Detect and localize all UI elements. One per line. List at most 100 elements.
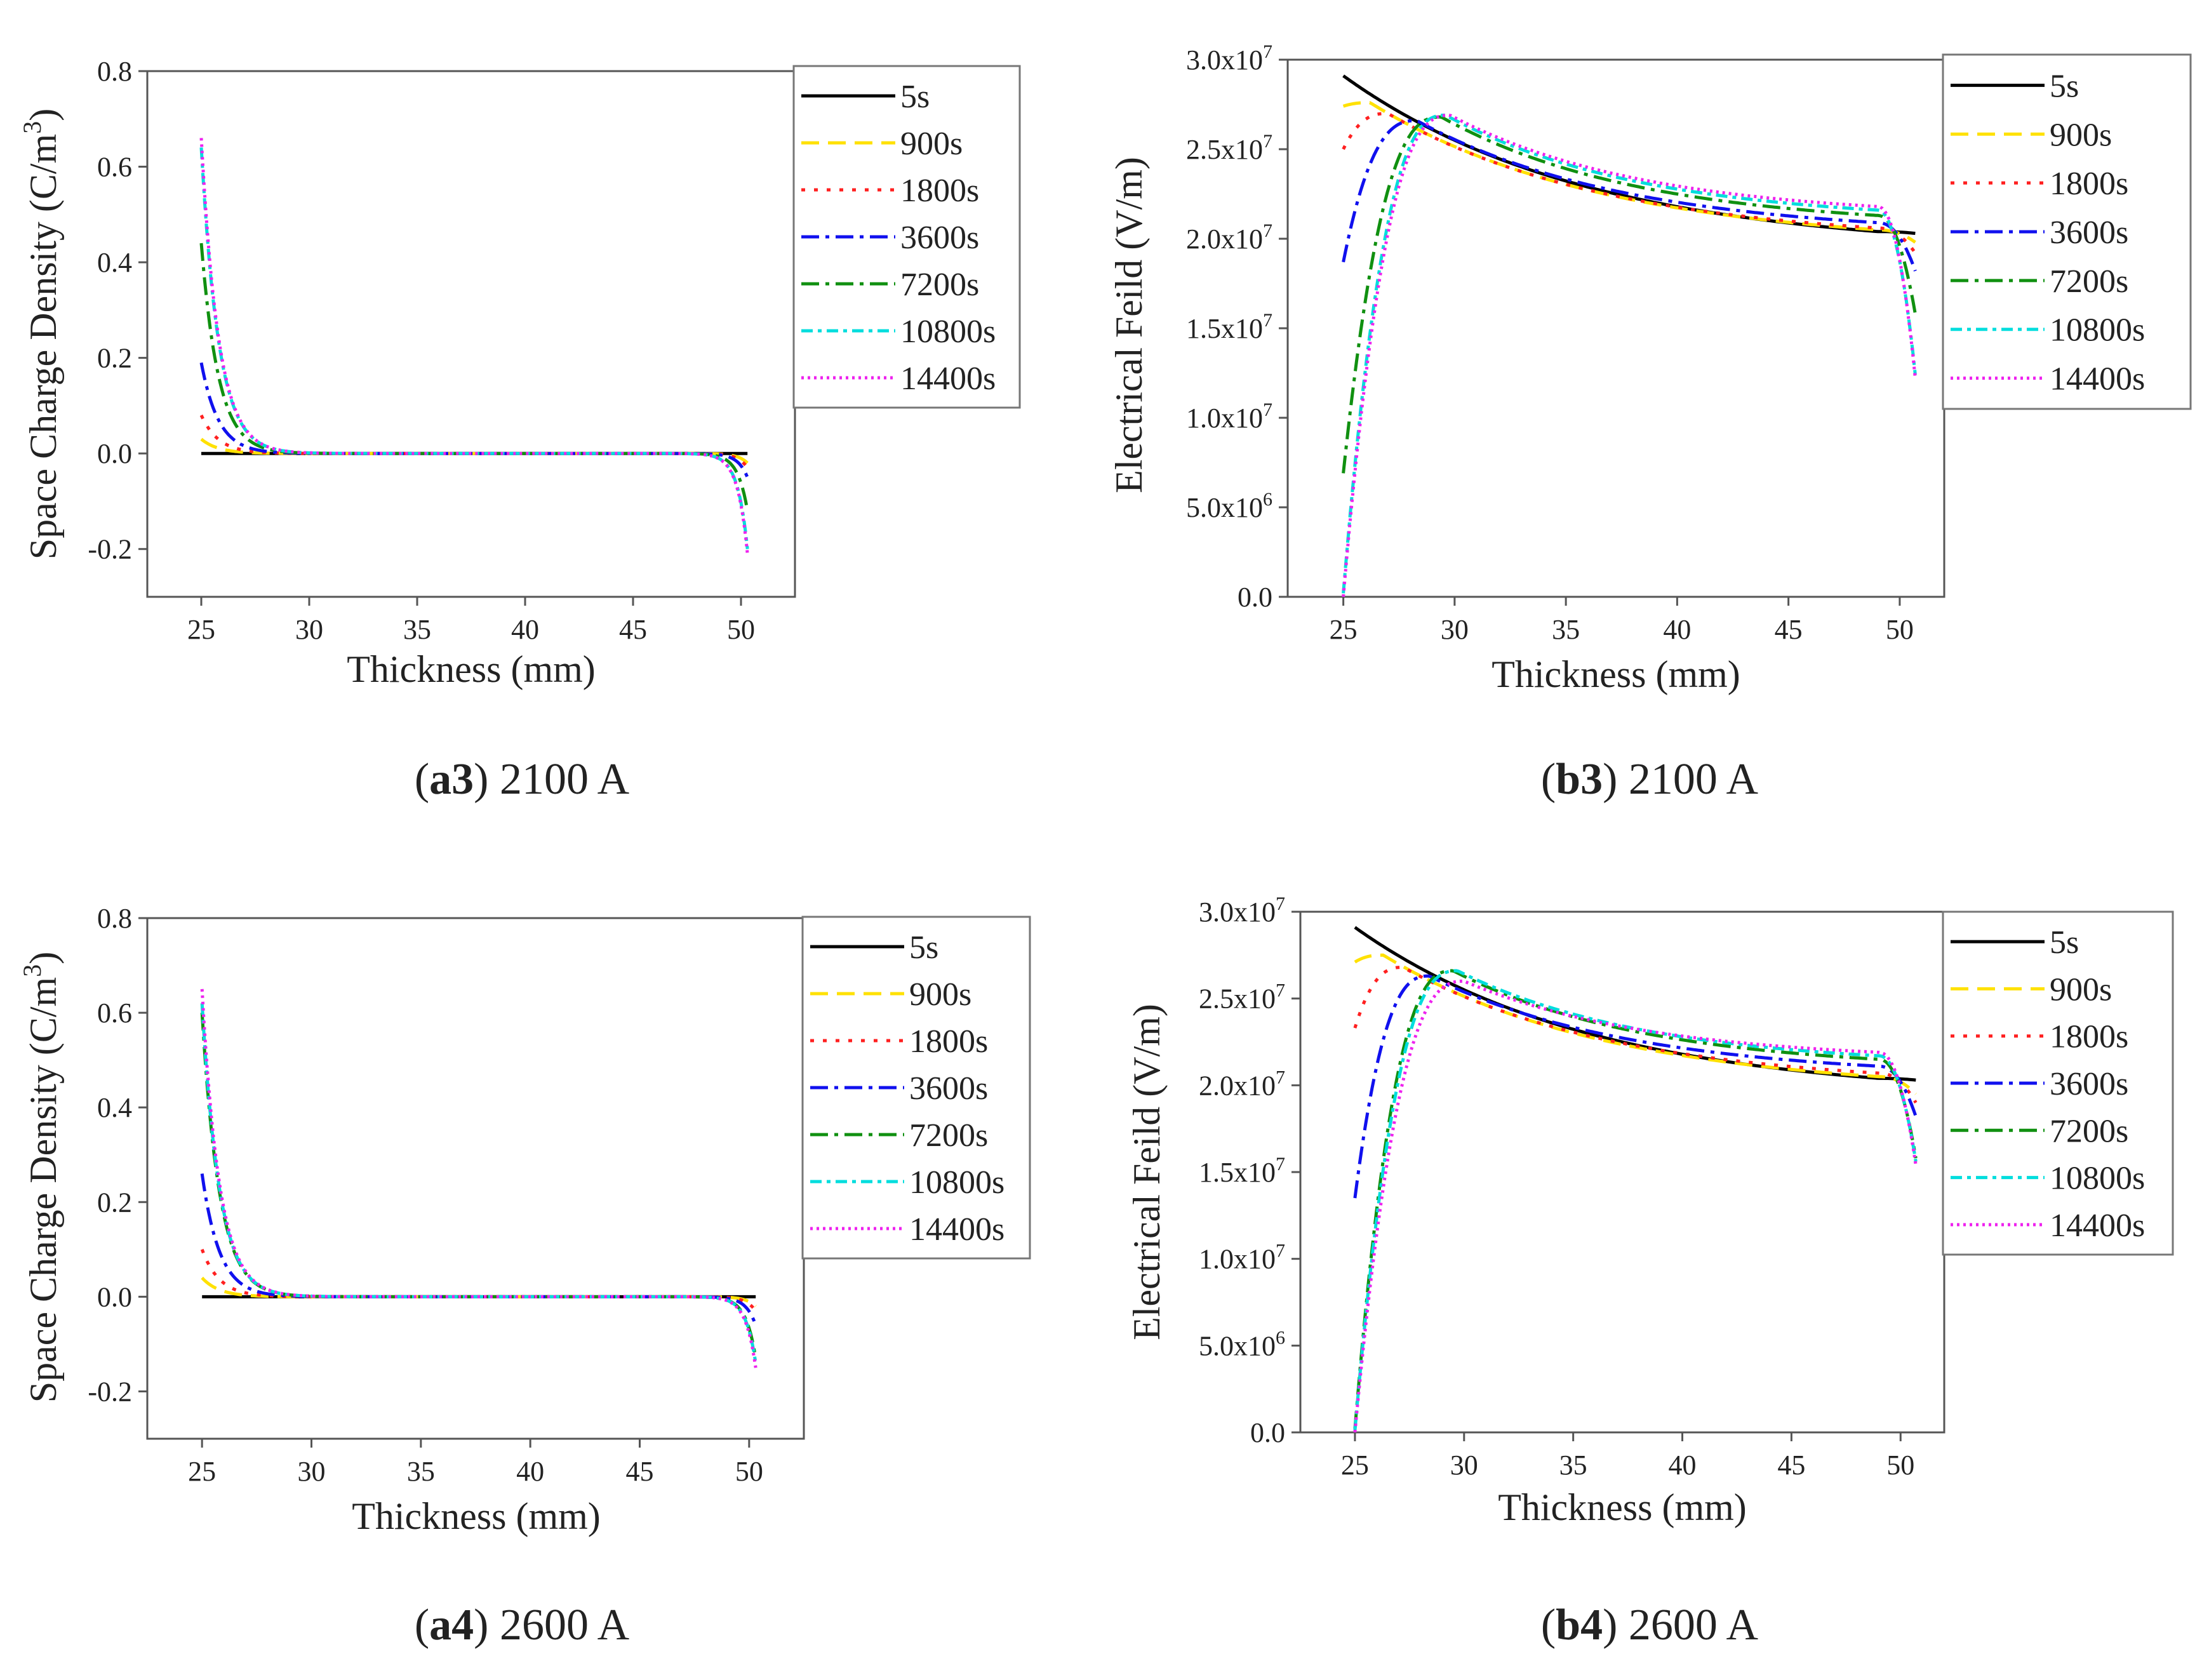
series-lines (199, 138, 749, 554)
x-tick-label: 40 (516, 1456, 544, 1487)
series-line-3600s (200, 1173, 757, 1326)
y-tick-label: 0.6 (97, 152, 132, 183)
legend-label: 5s (900, 79, 930, 115)
series-line-1800s (199, 414, 749, 469)
y-tick-label: 0.0 (1238, 582, 1272, 613)
x-tick-label: 50 (1886, 614, 1914, 645)
legend-label: 7200s (2050, 1113, 2128, 1149)
legend-label: 5s (2050, 68, 2079, 104)
legend-label: 7200s (2050, 263, 2128, 300)
x-axis-label: Thickness (mm) (352, 1495, 601, 1537)
series-line-7200s (1342, 115, 1917, 474)
y-tick-label: 0.0 (97, 1281, 132, 1312)
legend-label: 1800s (909, 1023, 988, 1060)
legend-label: 10800s (2050, 312, 2145, 349)
legend-label: 3600s (2050, 215, 2128, 251)
legend-label: 5s (2050, 924, 2079, 961)
series-line-1800s (200, 1248, 757, 1312)
x-tick-label: 25 (188, 1456, 216, 1487)
legend-label: 10800s (909, 1164, 1004, 1201)
y-tick-label: 2.5x107 (1199, 980, 1285, 1015)
x-tick-label: 40 (1663, 614, 1691, 645)
panel-caption: (b3) 2100 A (1541, 755, 1759, 804)
legend-box (1942, 53, 2192, 410)
y-tick-label: 0.0 (1250, 1417, 1285, 1448)
x-tick-label: 30 (1450, 1450, 1478, 1481)
y-axis-label: Space Charge Density (C/m3) (18, 109, 64, 559)
legend-label: 900s (2050, 971, 2112, 1008)
x-tick-label: 45 (1777, 1450, 1805, 1481)
y-tick-label: 0.6 (97, 997, 132, 1029)
legend-label: 14400s (2050, 1208, 2145, 1244)
y-tick-label: 0.4 (97, 247, 132, 278)
legend-label: 1800s (900, 173, 979, 209)
y-tick-label: 0.2 (97, 343, 132, 374)
legend-label: 14400s (909, 1211, 1004, 1248)
y-tick-label: 2.0x107 (1186, 220, 1272, 255)
series-line-14400s (199, 138, 749, 554)
x-tick-label: 30 (1441, 614, 1469, 645)
x-tick-label: 50 (735, 1456, 763, 1487)
y-tick-label: 1.0x107 (1199, 1241, 1285, 1275)
panel-caption: (a3) 2100 A (415, 755, 630, 804)
y-tick-label: -0.2 (88, 1376, 132, 1407)
series-line-900s (1354, 953, 1918, 1095)
x-tick-label: 45 (626, 1456, 654, 1487)
series-line-10800s (199, 147, 749, 549)
y-tick-label: 2.5x107 (1186, 131, 1272, 165)
x-tick-label: 35 (407, 1456, 435, 1487)
legend-label: 7200s (900, 267, 979, 303)
y-tick-label: 1.5x107 (1186, 310, 1272, 344)
legend: 5s 900s 1800s 3600s 7200s 10800s 14400s (801, 916, 1031, 1260)
series-line-14400s (1342, 113, 1917, 597)
panel-caption: (a4) 2600 A (415, 1601, 630, 1650)
legend-label: 900s (909, 977, 971, 1013)
legend-label: 900s (2050, 117, 2112, 153)
y-axis-label: Electrical Feild (V/m) (1108, 157, 1150, 493)
legend-box (1942, 910, 2174, 1256)
y-tick-label: 0.8 (97, 903, 132, 934)
x-tick-label: 25 (1330, 614, 1358, 645)
x-tick-label: 30 (295, 614, 323, 645)
y-tick-label: -0.2 (88, 534, 132, 565)
series-line-900s (201, 1276, 757, 1308)
series-lines (1342, 74, 1917, 597)
legend-label: 14400s (2050, 361, 2145, 397)
x-axis-label: Thickness (mm) (1498, 1486, 1747, 1528)
x-axis-label: Thickness (mm) (1492, 653, 1740, 695)
plot-frame (1286, 58, 1945, 598)
x-tick-label: 30 (298, 1456, 326, 1487)
y-tick-label: 2.0x107 (1199, 1067, 1285, 1101)
legend-label: 3600s (2050, 1066, 2128, 1102)
legend-label: 1800s (2050, 1019, 2128, 1055)
y-axis-label: Electrical Feild (V/m) (1126, 1004, 1168, 1340)
x-tick-label: 45 (619, 614, 647, 645)
y-tick-label: 0.8 (97, 56, 132, 87)
series-lines (200, 989, 757, 1368)
legend-label: 3600s (900, 220, 979, 256)
series-line-7200s (200, 1012, 757, 1359)
y-tick-label: 0.4 (97, 1092, 132, 1123)
plot-frame (146, 70, 796, 598)
x-tick-label: 35 (1552, 614, 1580, 645)
series-line-10800s (1353, 969, 1918, 1431)
legend-box (792, 65, 1021, 409)
series-line-1800s (1353, 966, 1918, 1103)
x-tick-label: 35 (403, 614, 431, 645)
series-line-3600s (1353, 974, 1918, 1199)
y-axis-label: Space Charge Density (C/m3) (18, 952, 64, 1403)
y-tick-label: 0.0 (97, 438, 132, 469)
series-line-1800s (1342, 112, 1917, 255)
x-tick-label: 45 (1775, 614, 1803, 645)
x-tick-label: 40 (1669, 1450, 1697, 1481)
x-tick-label: 50 (727, 614, 755, 645)
panel-b4: 25 30 35 40 45 50 0.0 5.0x106 1.0x107 1.5x107 2.0x… (1126, 893, 2174, 1650)
series-lines (1353, 926, 1918, 1432)
panel-a3: 25 30 35 40 45 50 -0.2 0.0 0.2 0.4 0.6 0.8 Thickness… (18, 56, 1021, 804)
series-line-5s (1342, 74, 1916, 235)
series-line-14400s (200, 989, 757, 1368)
legend: 5s 900s 1800s 3600s 7200s 10800s 14400s (792, 65, 1021, 409)
y-tick-label: 1.5x107 (1199, 1154, 1285, 1188)
panel-a4: 25 30 35 40 45 50 -0.2 0.0 0.2 0.4 0.6 0.8 Thickness… (18, 903, 1031, 1650)
